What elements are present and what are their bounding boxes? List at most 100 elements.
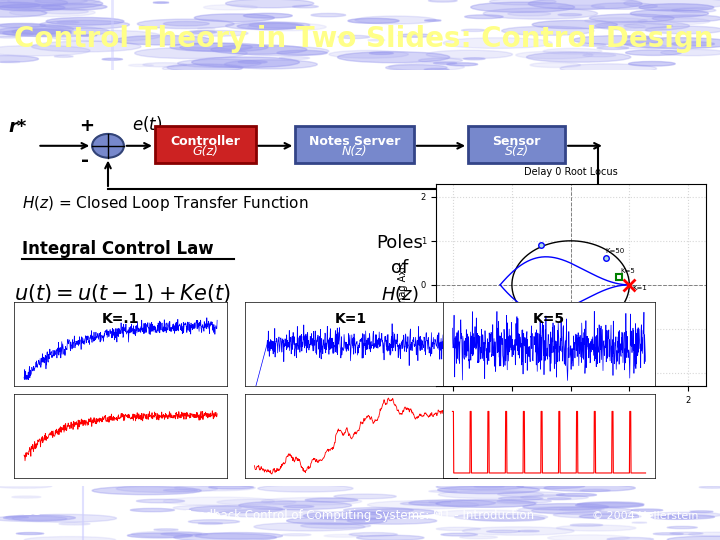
Circle shape	[474, 485, 504, 488]
Circle shape	[194, 14, 274, 22]
Circle shape	[189, 506, 283, 513]
Circle shape	[597, 46, 629, 50]
Circle shape	[153, 2, 168, 3]
Circle shape	[544, 484, 635, 491]
Text: Poles: Poles	[376, 234, 423, 252]
Circle shape	[447, 63, 477, 66]
Circle shape	[426, 50, 513, 59]
Circle shape	[483, 8, 598, 19]
Circle shape	[441, 533, 477, 536]
Circle shape	[163, 65, 242, 72]
Circle shape	[438, 486, 539, 494]
Circle shape	[471, 2, 575, 12]
FancyBboxPatch shape	[295, 126, 414, 163]
Circle shape	[523, 504, 608, 510]
Circle shape	[688, 532, 720, 536]
Circle shape	[225, 60, 318, 69]
Circle shape	[651, 512, 720, 517]
Circle shape	[12, 496, 41, 498]
Circle shape	[570, 524, 603, 526]
Circle shape	[622, 38, 720, 49]
Text: Sensor: Sensor	[492, 135, 541, 148]
Text: N(z): N(z)	[342, 145, 367, 158]
Circle shape	[626, 50, 681, 56]
Text: Feedback Control of Computing Systems: M1 - Introduction: Feedback Control of Computing Systems: M…	[186, 509, 534, 522]
Circle shape	[279, 57, 310, 59]
Text: Control Theory in Two Slides: Control Design: Control Theory in Two Slides: Control De…	[14, 25, 714, 52]
Circle shape	[32, 41, 141, 52]
Circle shape	[667, 526, 697, 529]
Circle shape	[532, 21, 617, 29]
Circle shape	[632, 522, 647, 523]
Circle shape	[57, 21, 78, 23]
Circle shape	[116, 36, 212, 45]
Circle shape	[367, 501, 479, 509]
Text: Integral Control Law: Integral Control Law	[22, 240, 213, 258]
Circle shape	[658, 515, 714, 519]
Circle shape	[277, 50, 328, 55]
Circle shape	[1, 61, 20, 63]
Circle shape	[0, 45, 90, 56]
Circle shape	[631, 509, 662, 511]
Circle shape	[428, 0, 457, 2]
Circle shape	[460, 536, 498, 539]
Circle shape	[348, 18, 399, 23]
Text: K=1: K=1	[632, 285, 647, 291]
Circle shape	[557, 494, 596, 496]
Circle shape	[163, 22, 210, 26]
Circle shape	[502, 26, 594, 35]
Text: G(z): G(z)	[192, 145, 218, 158]
Circle shape	[516, 51, 593, 59]
Circle shape	[329, 50, 408, 58]
Circle shape	[638, 18, 710, 25]
Circle shape	[498, 492, 564, 497]
Circle shape	[531, 507, 632, 514]
Circle shape	[174, 485, 255, 491]
Circle shape	[163, 489, 197, 491]
Text: $H(z)$ = Closed Loop Transfer Function: $H(z)$ = Closed Loop Transfer Function	[22, 194, 308, 213]
Circle shape	[591, 3, 657, 9]
Circle shape	[154, 529, 179, 531]
Circle shape	[204, 5, 257, 10]
Circle shape	[347, 517, 437, 524]
Circle shape	[368, 39, 385, 41]
Circle shape	[490, 0, 556, 5]
Circle shape	[521, 495, 588, 500]
Circle shape	[35, 0, 87, 3]
Circle shape	[580, 489, 610, 491]
Circle shape	[670, 532, 703, 535]
Circle shape	[575, 503, 644, 508]
Circle shape	[4, 515, 76, 521]
Text: K=50: K=50	[606, 248, 625, 254]
Circle shape	[117, 485, 217, 492]
Circle shape	[217, 499, 296, 505]
Circle shape	[386, 65, 447, 71]
Y-axis label: Imag Axis: Imag Axis	[398, 261, 408, 309]
Circle shape	[292, 5, 318, 8]
Text: 18: 18	[22, 503, 42, 518]
Circle shape	[436, 483, 523, 490]
Circle shape	[543, 48, 602, 54]
Circle shape	[0, 24, 73, 35]
Circle shape	[554, 512, 637, 518]
Circle shape	[238, 60, 267, 63]
Circle shape	[443, 38, 552, 49]
Text: Notes Server: Notes Server	[309, 135, 400, 148]
Circle shape	[46, 17, 124, 25]
Circle shape	[338, 52, 450, 63]
Circle shape	[249, 22, 310, 28]
Circle shape	[454, 514, 548, 521]
Circle shape	[418, 58, 462, 63]
Circle shape	[254, 523, 365, 531]
Circle shape	[0, 9, 47, 17]
Circle shape	[436, 527, 480, 531]
Circle shape	[197, 28, 215, 30]
Circle shape	[462, 527, 574, 535]
Circle shape	[345, 514, 389, 517]
Circle shape	[585, 18, 647, 24]
Circle shape	[0, 26, 109, 37]
Circle shape	[468, 516, 545, 521]
Circle shape	[188, 31, 217, 33]
Circle shape	[558, 5, 605, 10]
Circle shape	[48, 30, 161, 42]
